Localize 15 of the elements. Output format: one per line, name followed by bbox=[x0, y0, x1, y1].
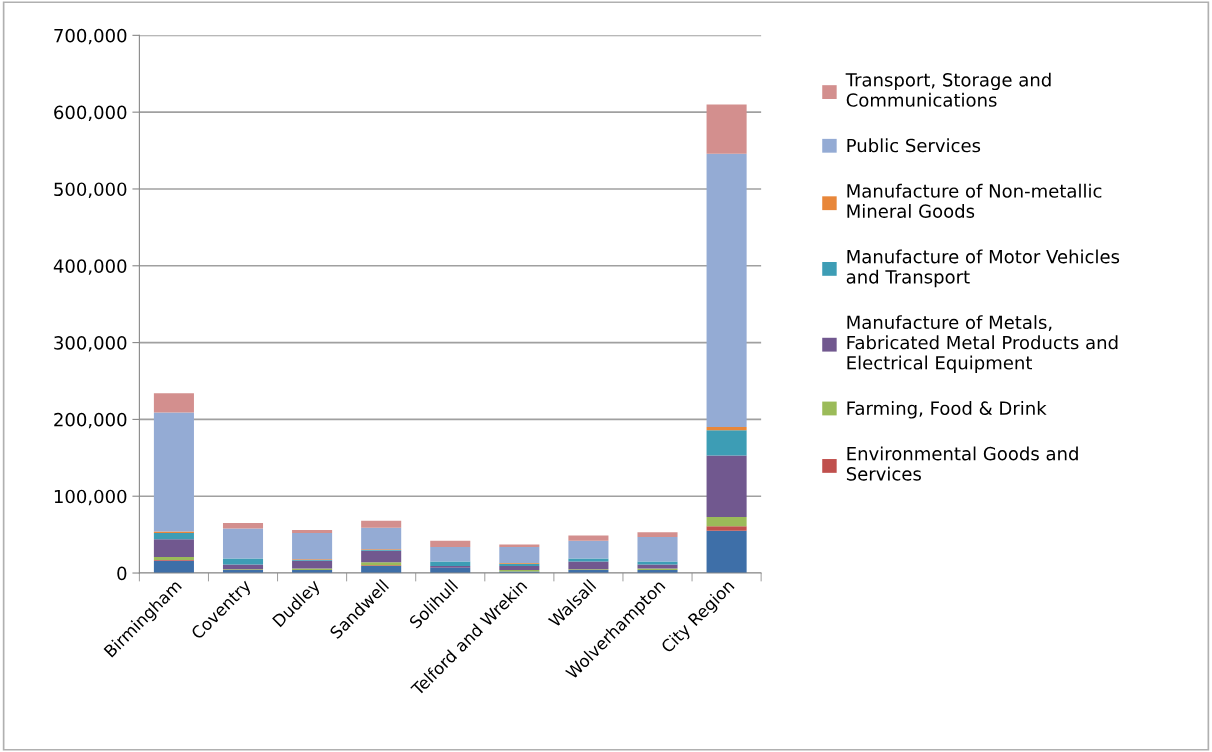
y-tick-label: 500,000 bbox=[54, 182, 127, 198]
legend-label: Environmental Goods and Services bbox=[846, 446, 1078, 481]
legend-label: Farming, Food & Drink bbox=[847, 401, 1047, 419]
y-tick-label: 0 bbox=[117, 566, 127, 581]
y-tick-label: 600,000 bbox=[54, 105, 127, 122]
y-tick-label: 200,000 bbox=[54, 412, 127, 429]
legend-label: Public Services bbox=[847, 138, 981, 153]
legend-label: Transport, Storage and Communications bbox=[845, 72, 1051, 107]
y-tick-label: 100,000 bbox=[54, 489, 127, 506]
y-tick-label: 400,000 bbox=[53, 259, 127, 275]
legend-label: Manufacture of Metals, Fabricated Metal Products and Electrical Equipment bbox=[847, 315, 1118, 374]
y-tick-label: 700,000 bbox=[54, 28, 127, 45]
legend-label: Manufacture of Motor Vehicles and Transport bbox=[846, 249, 1120, 288]
y-tick-label: 300,000 bbox=[54, 336, 127, 352]
legend-label: Manufacture of Non-metallic Mineral Goods bbox=[847, 183, 1102, 218]
